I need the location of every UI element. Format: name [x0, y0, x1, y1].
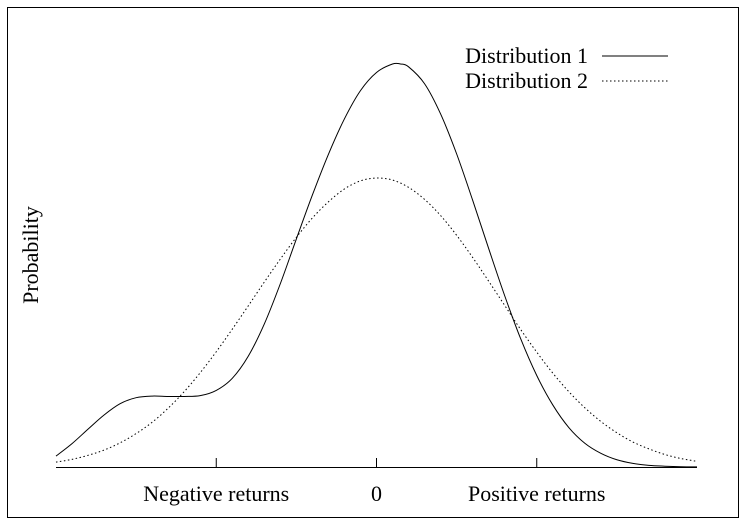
- x-tick-label: 0: [371, 481, 382, 506]
- x-tick-label: Negative returns: [143, 481, 289, 506]
- series-line-distribution-2: [55, 177, 698, 463]
- legend: Distribution 1 Distribution 2: [465, 43, 668, 93]
- legend-label-distribution-2: Distribution 2: [465, 68, 588, 93]
- x-tick-label: Positive returns: [468, 481, 606, 506]
- outer-frame: [7, 7, 739, 518]
- series-line-distribution-1: [55, 62, 698, 468]
- series-lines: [55, 62, 698, 468]
- y-axis-label: Probability: [18, 206, 43, 304]
- x-ticks: Negative returns 0 Positive returns: [143, 458, 606, 506]
- legend-label-distribution-1: Distribution 1: [465, 43, 588, 68]
